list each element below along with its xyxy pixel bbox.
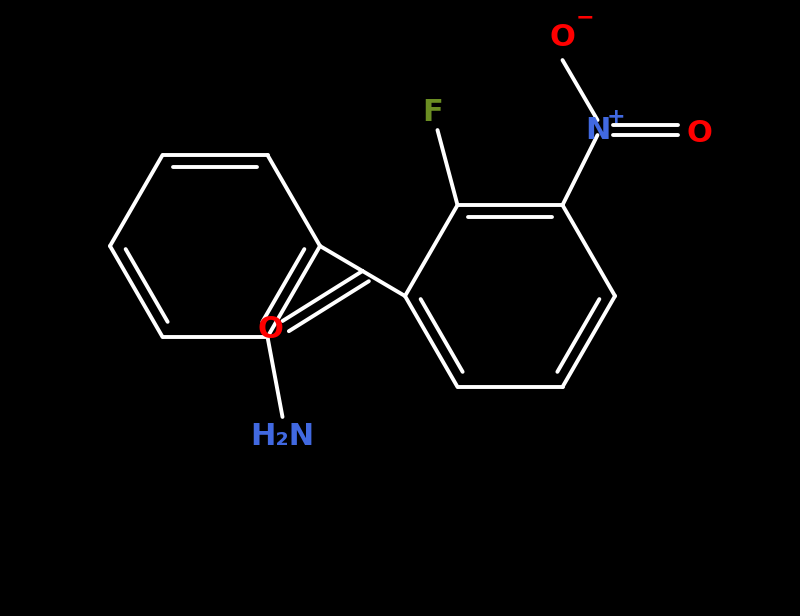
Text: −: − xyxy=(575,7,594,27)
Text: F: F xyxy=(422,97,443,126)
Text: O: O xyxy=(258,315,283,344)
Text: O: O xyxy=(686,118,713,148)
Text: H₂N: H₂N xyxy=(250,423,314,452)
Text: N: N xyxy=(585,116,610,145)
Text: +: + xyxy=(606,107,625,127)
Text: O: O xyxy=(550,23,575,52)
